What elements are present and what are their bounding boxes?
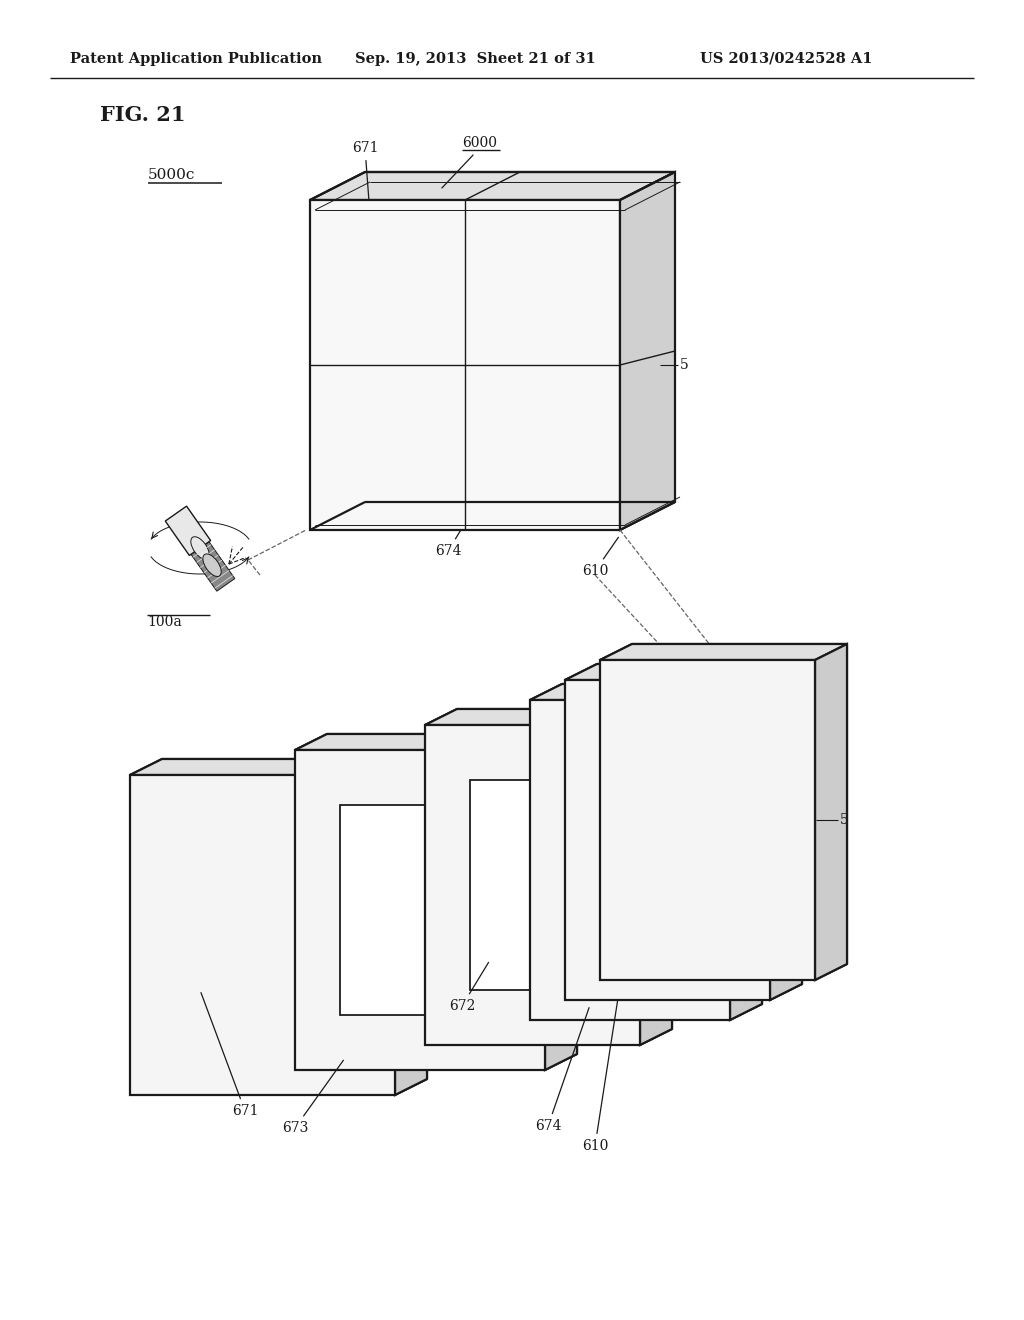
Text: 674: 674 <box>435 517 469 558</box>
Text: 673: 673 <box>282 1060 343 1135</box>
Polygon shape <box>295 750 545 1071</box>
Text: 673: 673 <box>342 407 378 433</box>
Polygon shape <box>565 680 770 1001</box>
Polygon shape <box>565 664 802 680</box>
Text: Sep. 19, 2013  Sheet 21 of 31: Sep. 19, 2013 Sheet 21 of 31 <box>355 51 596 66</box>
Text: US 2013/0242528 A1: US 2013/0242528 A1 <box>700 51 872 66</box>
Polygon shape <box>425 709 672 725</box>
Text: 672: 672 <box>593 275 667 288</box>
Polygon shape <box>310 201 620 531</box>
Polygon shape <box>425 725 640 1045</box>
Polygon shape <box>470 780 595 990</box>
Polygon shape <box>600 660 815 979</box>
Polygon shape <box>545 734 577 1071</box>
Polygon shape <box>130 759 427 775</box>
Text: 671: 671 <box>201 993 258 1118</box>
Polygon shape <box>310 172 675 201</box>
Polygon shape <box>770 664 802 1001</box>
Text: Patent Application Publication: Patent Application Publication <box>70 51 322 66</box>
Polygon shape <box>600 644 847 660</box>
Polygon shape <box>620 172 675 531</box>
Text: 100a: 100a <box>147 615 181 630</box>
Ellipse shape <box>203 554 221 577</box>
Polygon shape <box>191 541 234 591</box>
Text: 674: 674 <box>535 1007 589 1133</box>
Text: 5000c: 5000c <box>148 168 196 182</box>
Polygon shape <box>815 644 847 979</box>
Ellipse shape <box>190 537 209 560</box>
Polygon shape <box>165 506 211 556</box>
Polygon shape <box>530 700 730 1020</box>
Text: 5: 5 <box>680 358 689 372</box>
Polygon shape <box>295 734 577 750</box>
Text: 5: 5 <box>840 813 849 828</box>
Text: 610: 610 <box>582 1001 617 1152</box>
Text: FIG. 21: FIG. 21 <box>100 106 185 125</box>
Text: 672: 672 <box>449 962 488 1012</box>
Polygon shape <box>395 759 427 1096</box>
Text: 6000: 6000 <box>462 136 497 150</box>
Polygon shape <box>640 709 672 1045</box>
Text: 610: 610 <box>582 537 618 578</box>
Polygon shape <box>130 775 395 1096</box>
Polygon shape <box>530 684 762 700</box>
Polygon shape <box>340 805 500 1015</box>
Polygon shape <box>730 684 762 1020</box>
Text: 671: 671 <box>352 141 378 213</box>
